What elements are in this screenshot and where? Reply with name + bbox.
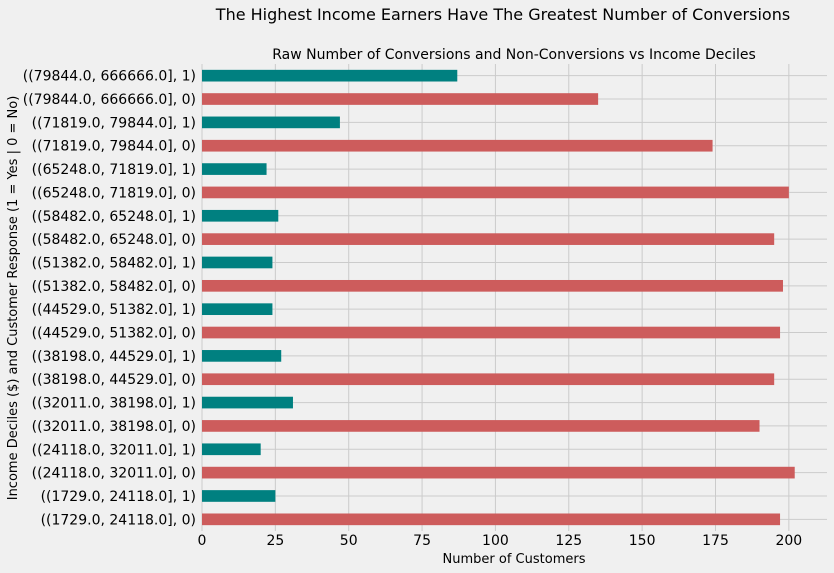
x-tick-label: 0: [198, 533, 207, 549]
x-tick-label: 200: [775, 533, 802, 549]
bar-response-yes: [202, 256, 273, 269]
y-tick-label: ((79844.0, 666666.0], 0): [23, 92, 196, 108]
y-tick-label: ((38198.0, 44529.0], 0): [32, 372, 196, 388]
bar-response-no: [202, 186, 789, 199]
bar-response-yes: [202, 443, 261, 456]
y-tick-label: ((58482.0, 65248.0], 1): [32, 209, 196, 225]
bar-response-yes: [202, 163, 267, 175]
y-tick-label: ((71819.0, 79844.0], 0): [32, 139, 196, 155]
x-tick-label: 125: [555, 533, 582, 549]
bar-response-no: [202, 279, 783, 292]
x-tick-label: 75: [413, 533, 431, 549]
y-axis-label: Income Deciles ($) and Customer Response…: [6, 96, 21, 501]
y-tick-label: ((32011.0, 38198.0], 1): [32, 396, 196, 412]
y-tick-label: ((24118.0, 32011.0], 1): [32, 442, 196, 458]
y-tick-label: ((1729.0, 24118.0], 0): [41, 512, 196, 528]
bar-response-yes: [202, 209, 279, 222]
y-tick-label: ((71819.0, 79844.0], 1): [32, 115, 196, 131]
bars: [202, 69, 795, 526]
bar-response-yes: [202, 116, 340, 129]
x-tick-labels: 0 25 50 75 100 125 150 175 200: [198, 533, 803, 549]
bar-response-yes: [202, 396, 293, 409]
x-tick-label: 25: [266, 533, 284, 549]
chart-suptitle: The Highest Income Earners Have The Grea…: [215, 5, 790, 24]
bar-response-no: [202, 139, 713, 152]
y-tick-label: ((32011.0, 38198.0], 0): [32, 419, 196, 435]
y-tick-label: ((58482.0, 65248.0], 0): [32, 232, 196, 248]
bar-response-no: [202, 326, 781, 339]
x-axis-label: Number of Customers: [443, 552, 586, 567]
bar-response-yes: [202, 303, 273, 316]
x-tick-label: 150: [629, 533, 656, 549]
y-tick-label: ((51382.0, 58482.0], 0): [32, 279, 196, 295]
y-tick-label: ((1729.0, 24118.0], 1): [41, 489, 196, 505]
chart-title: Raw Number of Conversions and Non-Conver…: [272, 47, 756, 63]
bar-response-no: [202, 513, 781, 526]
bar-response-no: [202, 93, 599, 105]
x-tick-label: 50: [340, 533, 358, 549]
bar-response-no: [202, 420, 760, 432]
bar-response-no: [202, 466, 795, 479]
y-tick-label: ((24118.0, 32011.0], 0): [32, 466, 196, 482]
grid-lines: [201, 64, 827, 531]
bar-response-yes: [202, 490, 276, 502]
bar-response-no: [202, 233, 775, 245]
y-tick-labels: ((79844.0, 666666.0], 1) ((79844.0, 66666…: [23, 69, 196, 529]
bar-response-no: [202, 373, 775, 386]
y-tick-label: ((79844.0, 666666.0], 1): [23, 69, 196, 85]
y-tick-label: ((44529.0, 51382.0], 0): [32, 326, 196, 342]
x-tick-label: 100: [482, 533, 509, 549]
y-tick-label: ((38198.0, 44529.0], 1): [32, 349, 196, 365]
bar-response-yes: [202, 69, 458, 82]
y-tick-label: ((65248.0, 71819.0], 1): [32, 162, 196, 178]
y-tick-label: ((65248.0, 71819.0], 0): [32, 185, 196, 201]
y-tick-label: ((44529.0, 51382.0], 1): [32, 302, 196, 318]
x-tick-label: 175: [702, 533, 729, 549]
y-tick-label: ((51382.0, 58482.0], 1): [32, 255, 196, 271]
bar-response-yes: [202, 350, 282, 362]
